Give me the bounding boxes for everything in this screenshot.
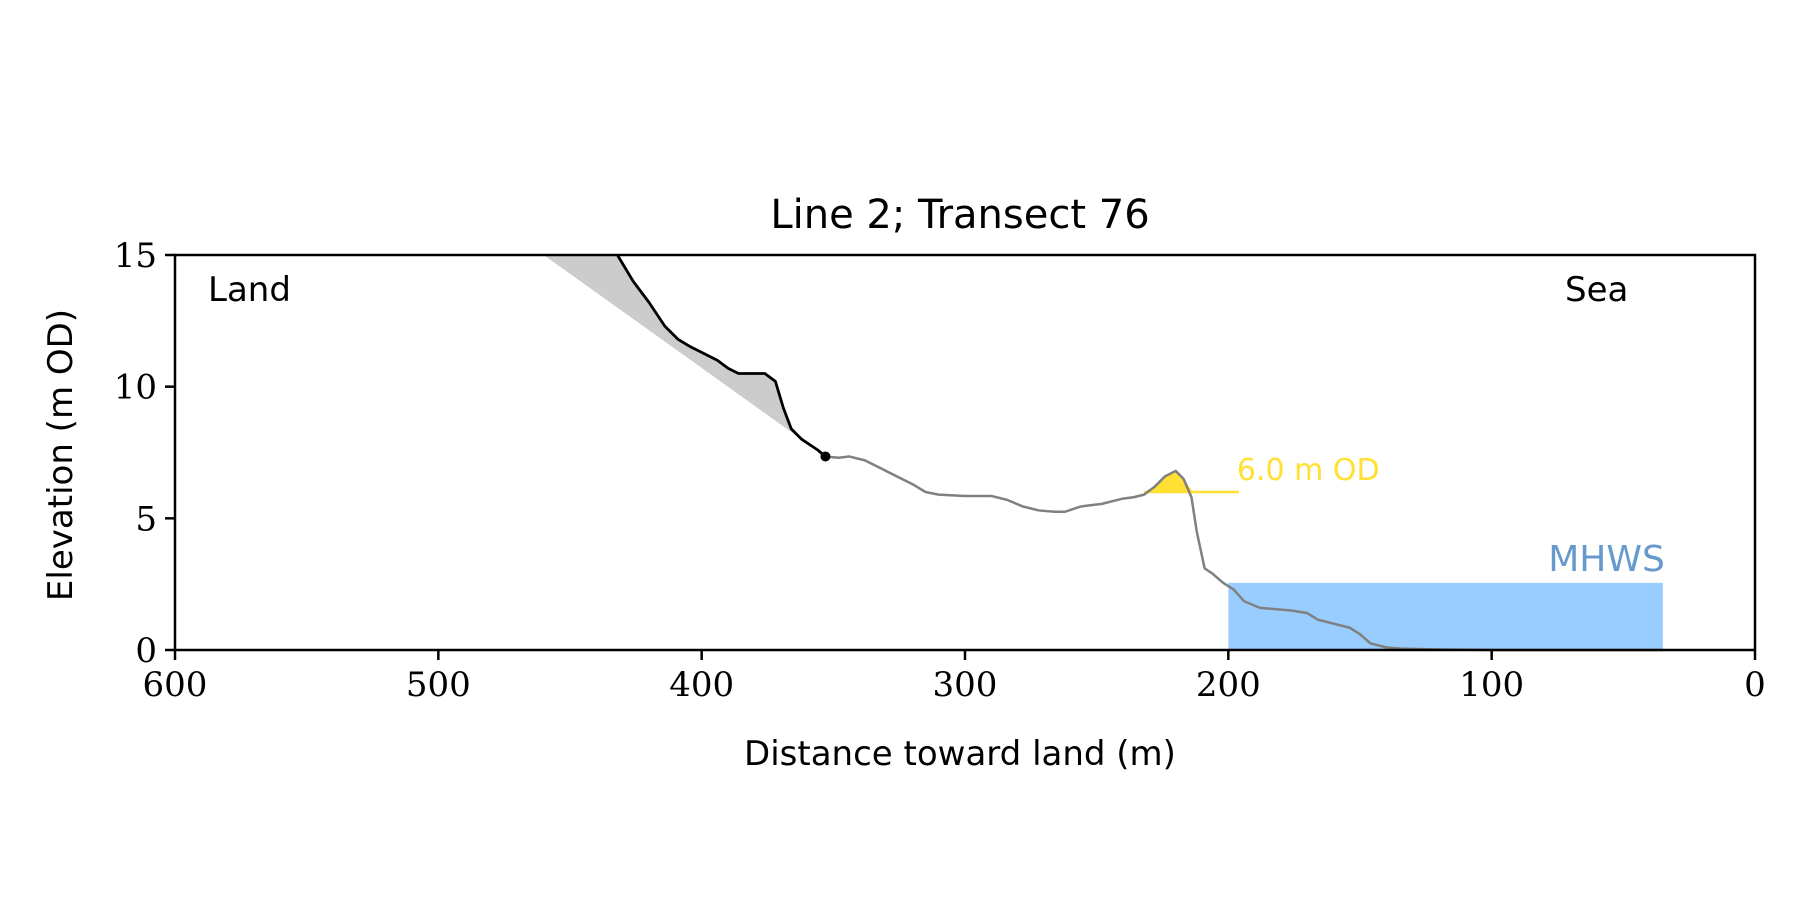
cliff-top-point (820, 451, 831, 462)
threshold-label: 6.0 m OD (1237, 453, 1380, 488)
y-tick-label: 5 (135, 499, 157, 539)
x-tick-label: 0 (1744, 665, 1766, 705)
x-tick-label: 400 (669, 665, 734, 705)
y-axis-label: Elevation (m OD) (41, 309, 81, 601)
x-tick-label: 100 (1459, 665, 1524, 705)
series-line-ground-profile (825, 455, 1663, 652)
series-line-cliff-profile (616, 254, 827, 458)
y-tick-label: 10 (114, 368, 157, 408)
plot-area: 600 500 400 300 200 100 0 0 5 10 15 Land Sea 6.0 m OD… (114, 236, 1766, 705)
chart-title: Line 2; Transect 76 (770, 192, 1149, 238)
land-label: Land (208, 270, 291, 310)
cliff-retreat-wedge (543, 255, 826, 457)
mhws-label: MHWS (1548, 539, 1665, 580)
y-tick-label: 0 (135, 631, 157, 671)
sea-label: Sea (1565, 270, 1628, 310)
x-tick-label: 300 (933, 665, 998, 705)
mhws-area (1228, 582, 1663, 650)
x-tick-label: 200 (1196, 665, 1261, 705)
x-tick-label: 600 (143, 665, 208, 705)
x-tick-label: 500 (406, 665, 471, 705)
y-tick-label: 15 (114, 236, 157, 276)
x-axis-label: Distance toward land (m) (744, 734, 1176, 774)
